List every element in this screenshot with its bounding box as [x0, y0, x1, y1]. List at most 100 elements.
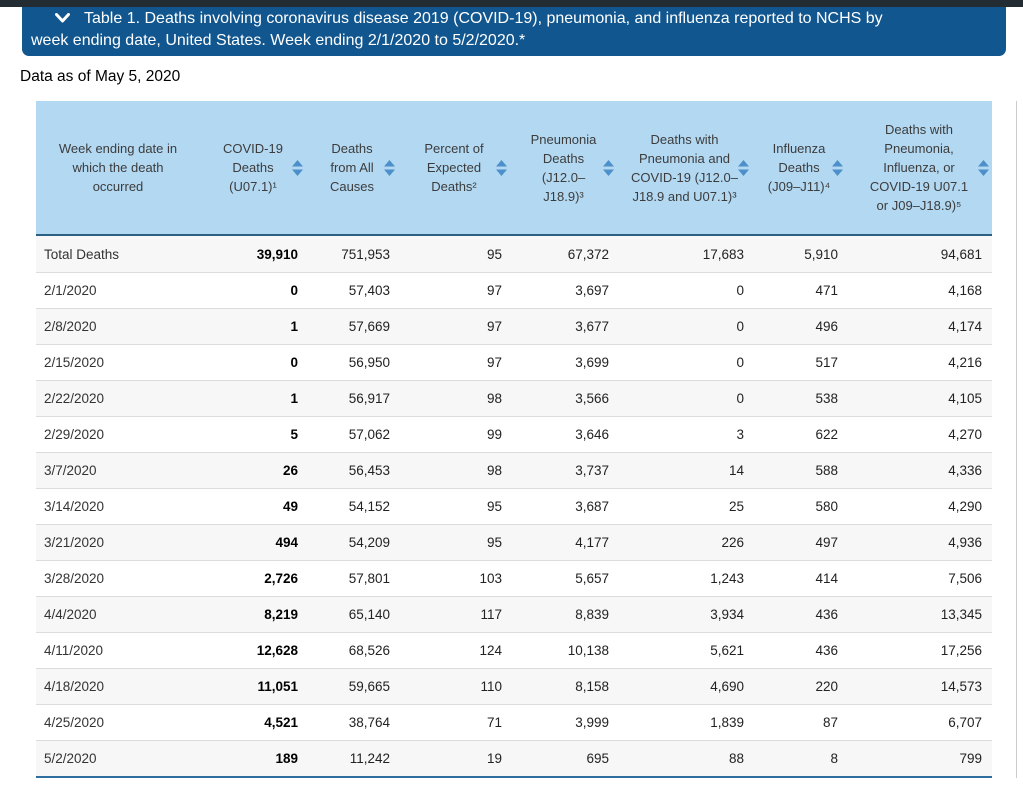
column-header-percent-expected-deaths[interactable]: Percent of Expected Deaths² [398, 101, 510, 234]
table-row: Total Deaths 39,910 751,953 95 67,372 17,683 5… [36, 236, 992, 272]
chevron-down-icon[interactable] [55, 8, 70, 30]
value-cell: 0 [736, 355, 744, 370]
value-cell: 97 [486, 355, 502, 370]
sort-icon[interactable] [603, 159, 614, 176]
row-label-cell: 2/22/2020 [44, 391, 105, 406]
value-cell: 54,152 [348, 499, 390, 514]
column-header-label: Pneumonia Deaths (J12.0–J18.9)³ [530, 131, 597, 204]
value-cell: 0 [736, 391, 744, 406]
table-body: Total Deaths 39,910 751,953 95 67,372 17,683 5… [36, 236, 992, 778]
value-cell: 98 [486, 463, 502, 478]
value-cell: 1,243 [710, 571, 744, 586]
table-row: 4/25/2020 4,521 38,764 71 3,999 1,839 87 6,707 [36, 704, 992, 740]
value-cell: 436 [815, 607, 838, 622]
value-cell: 0 [736, 283, 744, 298]
column-header-pneumonia-deaths[interactable]: Pneumonia Deaths (J12.0–J18.9)³ [510, 101, 617, 234]
column-header-deaths-all-causes[interactable]: Deaths from All Causes [306, 101, 398, 234]
value-cell: 95 [486, 535, 502, 550]
row-label-cell: 4/25/2020 [44, 715, 105, 730]
table-row: 3/14/2020 49 54,152 95 3,687 25 580 4,290 [36, 488, 992, 524]
row-label-cell: Total Deaths [44, 246, 120, 262]
table-row: 4/11/2020 12,628 68,526 124 10,138 5,621 436 17… [36, 632, 992, 668]
sort-icon[interactable] [384, 159, 395, 176]
value-cell: 4,290 [948, 499, 982, 514]
column-header-label: Deaths with Pneumonia and COVID-19 (J12.… [631, 131, 738, 204]
row-label-cell: 3/21/2020 [44, 535, 105, 550]
value-cell: 49 [282, 499, 298, 514]
value-cell: 4,168 [948, 283, 982, 298]
table-row: 3/7/2020 26 56,453 98 3,737 14 588 4,336 [36, 452, 992, 488]
value-cell: 14,573 [940, 679, 982, 694]
row-label-cell: 2/29/2020 [44, 427, 105, 442]
column-header-pneumonia-influenza-covid19-deaths[interactable]: Deaths with Pneumonia, Influenza, or COV… [846, 101, 992, 234]
value-cell: 497 [815, 535, 838, 550]
column-header-influenza-deaths[interactable]: Influenza Deaths (J09–J11)⁴ [752, 101, 846, 234]
table-title-line1: Table 1. Deaths involving coronavirus di… [84, 10, 883, 27]
table-row: 2/15/2020 0 56,950 97 3,699 0 517 4,216 [36, 344, 992, 380]
value-cell: 65,140 [348, 607, 390, 622]
sort-icon[interactable] [978, 159, 989, 176]
value-cell: 11,242 [349, 751, 390, 766]
value-cell: 189 [275, 751, 298, 766]
value-cell: 226 [721, 535, 744, 550]
sort-icon[interactable] [496, 159, 507, 176]
value-cell: 38,764 [348, 715, 390, 730]
value-cell: 117 [480, 607, 502, 622]
value-cell: 54,209 [348, 535, 390, 550]
value-cell: 10,138 [567, 643, 609, 658]
value-cell: 8,219 [264, 607, 298, 622]
value-cell: 71 [486, 715, 502, 730]
value-cell: 25 [728, 499, 744, 514]
value-cell: 39,910 [256, 246, 298, 262]
column-header-label: Deaths with Pneumonia, Influenza, or COV… [869, 122, 969, 213]
value-cell: 13,345 [940, 607, 982, 622]
value-cell: 56,950 [348, 355, 390, 370]
row-label-cell: 4/11/2020 [44, 643, 104, 658]
value-cell: 1 [290, 319, 298, 334]
value-cell: 4,105 [948, 391, 982, 406]
value-cell: 5 [290, 427, 298, 442]
sort-icon[interactable] [738, 159, 749, 176]
value-cell: 3,677 [575, 319, 609, 334]
data-as-of-text: Data as of May 5, 2020 [20, 68, 181, 85]
value-cell: 580 [815, 499, 838, 514]
table-row: 3/28/2020 2,726 57,801 103 5,657 1,243 414 7,50… [36, 560, 992, 596]
row-label-cell: 4/18/2020 [44, 679, 105, 694]
value-cell: 87 [822, 715, 838, 730]
row-label-cell: 2/15/2020 [44, 355, 105, 370]
value-cell: 3,687 [575, 499, 609, 514]
value-cell: 57,062 [348, 427, 390, 442]
value-cell: 471 [815, 283, 838, 298]
table-row: 2/1/2020 0 57,403 97 3,697 0 471 4,168 [36, 272, 992, 308]
column-header-label: Influenza Deaths (J09–J11)⁴ [767, 141, 831, 194]
value-cell: 695 [586, 751, 609, 766]
value-cell: 3,934 [710, 607, 744, 622]
value-cell: 799 [959, 751, 982, 766]
sort-icon[interactable] [292, 159, 303, 176]
table-title-line2: week ending date, United States. Week en… [31, 32, 526, 49]
value-cell: 751,953 [341, 246, 390, 262]
table-title-banner[interactable]: Table 1. Deaths involving coronavirus di… [22, 7, 1006, 56]
sort-icon[interactable] [832, 159, 843, 176]
value-cell: 12,628 [256, 643, 298, 658]
value-cell: 2,726 [264, 571, 298, 586]
column-header-label: Week ending date in which the death occu… [58, 141, 178, 194]
table-row: 3/21/2020 494 54,209 95 4,177 226 497 4,936 [36, 524, 992, 560]
value-cell: 124 [479, 643, 502, 658]
top-divider-bar [0, 0, 1023, 7]
column-header-covid19-deaths[interactable]: COVID-19 Deaths (U07.1)¹ [200, 101, 306, 234]
value-cell: 4,270 [948, 427, 982, 442]
value-cell: 68,526 [348, 643, 390, 658]
value-cell: 3,699 [575, 355, 609, 370]
row-label-cell: 2/1/2020 [44, 283, 97, 298]
column-header-pneumonia-and-covid19-deaths[interactable]: Deaths with Pneumonia and COVID-19 (J12.… [617, 101, 752, 234]
value-cell: 57,801 [348, 571, 390, 586]
value-cell: 97 [486, 283, 502, 298]
value-cell: 5,910 [804, 246, 838, 262]
table-row: 4/4/2020 8,219 65,140 117 8,839 3,934 436 13,34… [36, 596, 992, 632]
table-row: 2/22/2020 1 56,917 98 3,566 0 538 4,105 [36, 380, 992, 416]
value-cell: 59,665 [348, 679, 390, 694]
value-cell: 538 [815, 391, 838, 406]
value-cell: 4,521 [264, 715, 298, 730]
row-label-cell: 3/14/2020 [44, 499, 105, 514]
